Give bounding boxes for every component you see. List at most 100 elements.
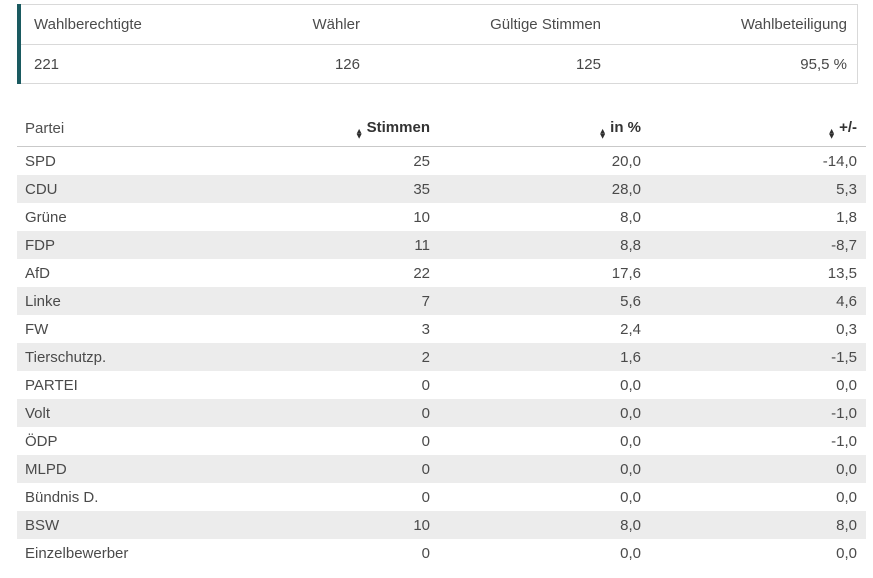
column-header-partei: Partei xyxy=(17,111,279,147)
percent-value: 1,6 xyxy=(439,343,650,371)
table-row-fdp: FDP 11 8,8 -8,7 xyxy=(17,231,866,259)
votes-value: 0 xyxy=(421,432,430,450)
column-header-plus-minus[interactable]: ▲ ▼ +/- xyxy=(650,111,866,147)
votes-value: 0 xyxy=(279,399,439,427)
summary-header-waehler: Wähler xyxy=(209,4,370,45)
percent-value: 8,0 xyxy=(620,208,641,226)
table-row-einzelbewerber: Einzelbewerber 0 0,0 0,0 xyxy=(17,539,866,567)
votes-value: 0 xyxy=(421,544,430,562)
summary-value-row: 221 126 125 95,5 % xyxy=(19,45,858,84)
sort-down-icon: ▼ xyxy=(829,131,835,140)
diff-value: -8,7 xyxy=(650,231,866,259)
votes-value: 35 xyxy=(279,175,439,203)
percent-value: 0,0 xyxy=(620,544,641,562)
table-row-gruene: Grüne 10 8,0 1,8 xyxy=(17,203,866,231)
sort-arrows-icon[interactable]: ▲ ▼ xyxy=(600,126,606,140)
percent-value: 5,6 xyxy=(439,287,650,315)
diff-value: 0,0 xyxy=(836,376,857,394)
summary-value-wahlberechtigte: 221 xyxy=(34,55,60,73)
party-name: PARTEI xyxy=(25,376,78,394)
diff-value: 5,3 xyxy=(650,175,866,203)
diff-value: 0,0 xyxy=(836,544,857,562)
diff-value: -1,5 xyxy=(650,343,866,371)
sort-down-icon: ▼ xyxy=(356,131,362,140)
election-results-page: Wahlberechtigte Wähler Gültige Stimmen W… xyxy=(0,4,873,567)
summary-header-wahlbeteiligung: Wahlbeteiligung xyxy=(611,4,858,45)
summary-header-wahlberechtigte: Wahlberechtigte xyxy=(19,4,209,45)
votes-value: 11 xyxy=(279,231,439,259)
party-name: AfD xyxy=(25,264,51,282)
percent-value: 28,0 xyxy=(439,175,650,203)
diff-value: 8,0 xyxy=(650,511,866,539)
table-row-tierschutzp: Tierschutzp. 2 1,6 -1,5 xyxy=(17,343,866,371)
table-row-volt: Volt 0 0,0 -1,0 xyxy=(17,399,866,427)
percent-value: 17,6 xyxy=(611,264,641,282)
table-row-oedp: ÖDP 0 0,0 -1,0 xyxy=(17,427,866,455)
diff-value: 0,0 xyxy=(836,488,857,506)
votes-value: 10 xyxy=(413,208,430,226)
table-row-spd: SPD 25 20,0 -14,0 xyxy=(17,147,866,176)
table-row-fw: FW 3 2,4 0,3 xyxy=(17,315,866,343)
diff-value: -1,0 xyxy=(831,432,857,450)
party-name: FDP xyxy=(17,231,279,259)
percent-value: 20,0 xyxy=(611,152,641,170)
diff-value: -14,0 xyxy=(822,152,857,170)
summary-header-row: Wahlberechtigte Wähler Gültige Stimmen W… xyxy=(19,4,858,45)
party-name: Einzelbewerber xyxy=(25,544,129,562)
percent-value: 8,0 xyxy=(439,511,650,539)
party-results-table: Partei ▲ ▼ Stimmen ▲ ▼ in % ▲ ▼ +/- SPD 25 20,0-… xyxy=(17,111,866,567)
party-name: FW xyxy=(25,320,49,338)
sort-arrows-icon[interactable]: ▲ ▼ xyxy=(829,127,835,140)
table-row-mlpd: MLPD 0 0,0 0,0 xyxy=(17,455,866,483)
percent-value: 2,4 xyxy=(620,320,641,338)
diff-value: 0,0 xyxy=(650,455,866,483)
party-name: Grüne xyxy=(25,208,67,226)
votes-value: 10 xyxy=(279,511,439,539)
percent-value: 0,0 xyxy=(620,376,641,394)
table-row-partei: PARTEI 0 0,0 0,0 xyxy=(17,371,866,399)
summary-value-gueltige-stimmen: 125 xyxy=(575,55,601,73)
column-header-stimmen-label: Stimmen xyxy=(366,118,430,136)
table-row-buendnis-d: Bündnis D. 0 0,0 0,0 xyxy=(17,483,866,511)
votes-value: 2 xyxy=(279,343,439,371)
summary-header-gueltige-stimmen: Gültige Stimmen xyxy=(370,4,611,45)
diff-value: 1,8 xyxy=(836,208,857,226)
column-header-plus-minus-label: +/- xyxy=(839,118,857,136)
summary-value-wahlbeteiligung: 95,5 % xyxy=(800,55,847,73)
column-header-in-percent[interactable]: ▲ ▼ in % xyxy=(439,111,650,147)
votes-value: 0 xyxy=(279,455,439,483)
table-row-bsw: BSW 10 8,0 8,0 xyxy=(17,511,866,539)
party-name: SPD xyxy=(25,152,56,170)
votes-value: 0 xyxy=(421,488,430,506)
column-header-in-percent-label: in % xyxy=(610,118,641,136)
votes-value: 3 xyxy=(421,320,430,338)
votes-value: 7 xyxy=(279,287,439,315)
table-row-afd: AfD 22 17,6 13,5 xyxy=(17,259,866,287)
party-name: Tierschutzp. xyxy=(17,343,279,371)
sort-up-icon: ▲ xyxy=(600,126,606,135)
party-name: Volt xyxy=(17,399,279,427)
party-name: ÖDP xyxy=(25,432,58,450)
column-header-stimmen[interactable]: ▲ ▼ Stimmen xyxy=(279,111,439,147)
sort-arrows-icon[interactable]: ▲ ▼ xyxy=(356,126,362,140)
diff-value: 13,5 xyxy=(827,264,857,282)
percent-value: 0,0 xyxy=(439,455,650,483)
party-name: CDU xyxy=(17,175,279,203)
votes-value: 22 xyxy=(413,264,430,282)
percent-value: 0,0 xyxy=(620,432,641,450)
percent-value: 8,8 xyxy=(439,231,650,259)
summary-value-waehler: 126 xyxy=(334,55,360,73)
party-name: MLPD xyxy=(17,455,279,483)
party-name: Linke xyxy=(17,287,279,315)
diff-value: 4,6 xyxy=(650,287,866,315)
turnout-summary-table: Wahlberechtigte Wähler Gültige Stimmen W… xyxy=(17,4,858,84)
votes-value: 0 xyxy=(421,376,430,394)
percent-value: 0,0 xyxy=(620,488,641,506)
sort-down-icon: ▼ xyxy=(600,131,606,140)
party-name: Bündnis D. xyxy=(25,488,99,506)
diff-value: 0,3 xyxy=(836,320,857,338)
results-header-row: Partei ▲ ▼ Stimmen ▲ ▼ in % ▲ ▼ +/- xyxy=(17,111,866,147)
sort-up-icon: ▲ xyxy=(356,126,362,135)
party-name: BSW xyxy=(17,511,279,539)
percent-value: 0,0 xyxy=(439,399,650,427)
